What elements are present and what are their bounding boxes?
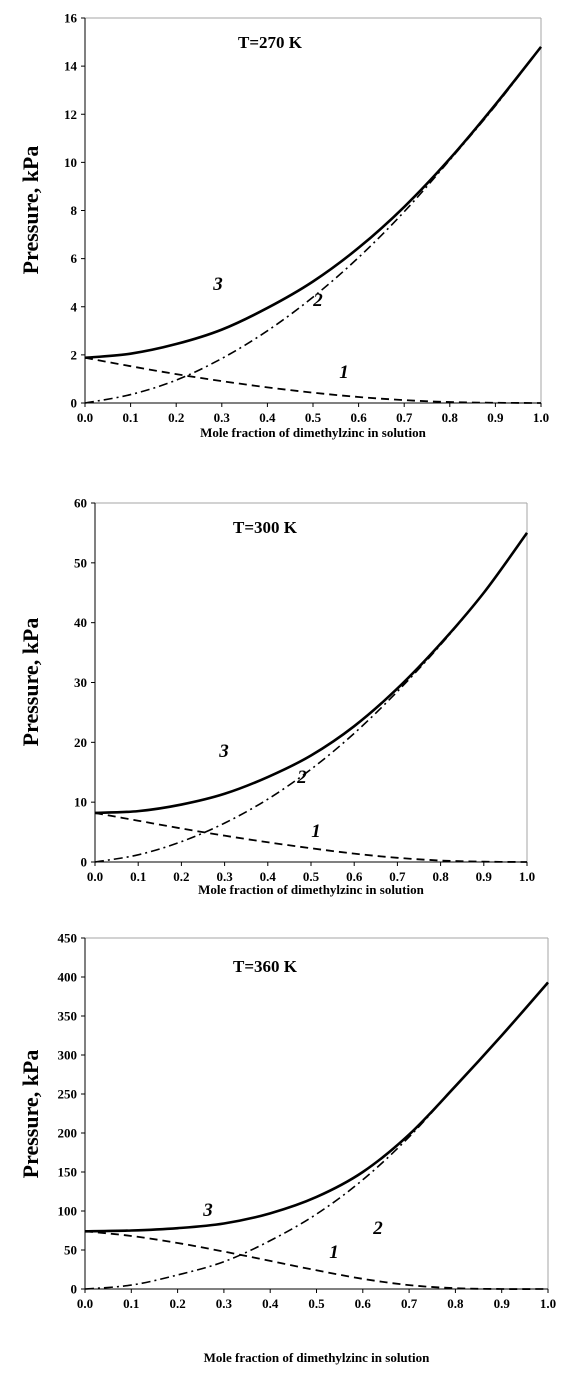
series-1-label: 1	[329, 1242, 339, 1263]
series-2-label: 2	[312, 290, 323, 311]
y-tick-label: 6	[71, 251, 78, 266]
x-axis-label: Mole fraction of dimethylzinc in solutio…	[200, 425, 426, 440]
series-2-line	[94, 532, 528, 863]
y-tick-label: 300	[58, 1048, 78, 1063]
y-tick-label: 50	[64, 1243, 77, 1258]
x-tick-label: 0.1	[123, 1296, 139, 1311]
y-tick-label: 14	[64, 59, 78, 74]
x-tick-label: 0.7	[401, 1296, 418, 1311]
y-axis-label: Pressure, kPa	[18, 1050, 43, 1179]
x-tick-label: 0.9	[487, 410, 504, 425]
x-tick-label: 0.1	[122, 410, 138, 425]
series-1-label: 1	[339, 362, 349, 383]
chart-title: T=360 K	[233, 957, 298, 976]
x-tick-label: 0.0	[77, 410, 93, 425]
y-tick-label: 40	[74, 615, 87, 630]
y-tick-label: 150	[58, 1165, 78, 1180]
x-tick-label: 0.4	[262, 1296, 279, 1311]
x-tick-label: 0.0	[77, 1296, 93, 1311]
x-tick-label: 0.6	[346, 869, 363, 884]
series-3-label: 3	[212, 274, 223, 295]
x-tick-label: 1.0	[533, 410, 549, 425]
x-tick-label: 0.8	[447, 1296, 464, 1311]
x-tick-label: 0.9	[476, 869, 493, 884]
y-tick-label: 0	[71, 396, 78, 411]
series-3-line	[84, 981, 549, 1233]
x-tick-label: 0.5	[303, 869, 320, 884]
series-2-label: 2	[296, 767, 307, 788]
series-2-line	[84, 981, 549, 1290]
x-axis-label: Mole fraction of dimethylzinc in solutio…	[204, 1350, 430, 1365]
x-tick-label: 0.3	[216, 1296, 233, 1311]
x-tick-label: 0.9	[494, 1296, 511, 1311]
chart-title: T=270 K	[238, 33, 303, 52]
y-tick-label: 200	[58, 1126, 78, 1141]
series-1-line	[84, 356, 542, 404]
x-tick-label: 0.7	[389, 869, 406, 884]
x-tick-label: 0.0	[87, 869, 103, 884]
x-tick-label: 1.0	[540, 1296, 556, 1311]
y-tick-label: 60	[74, 496, 87, 511]
y-tick-label: 50	[74, 555, 87, 570]
y-tick-label: 450	[58, 931, 78, 946]
y-tick-label: 20	[74, 735, 87, 750]
x-tick-label: 0.4	[259, 410, 276, 425]
chart-300k: 0.0 0.1 0.2 0.3 0.4 0.5 0.6 0.7 0.8 0.9 1.0 0 10 20 30…	[18, 496, 535, 898]
x-tick-label: 0.3	[216, 869, 233, 884]
x-tick-label: 0.8	[432, 869, 449, 884]
x-tick-label: 0.1	[130, 869, 146, 884]
y-tick-label: 0	[81, 855, 88, 870]
series-2-label: 2	[372, 1218, 383, 1239]
chart-title: T=300 K	[233, 518, 298, 537]
y-axis-label: Pressure, kPa	[18, 618, 43, 747]
chart-270k: 0.0 0.1 0.2 0.3 0.4 0.5 0.6 0.7 0.8 0.9 1.0 0 2 4 6 8 10…	[18, 11, 549, 441]
y-tick-label: 400	[58, 970, 78, 985]
y-tick-label: 4	[71, 299, 78, 314]
x-tick-label: 0.5	[305, 410, 322, 425]
x-tick-label: 0.2	[168, 410, 184, 425]
x-tick-label: 1.0	[519, 869, 535, 884]
y-tick-label: 8	[71, 203, 78, 218]
x-tick-label: 0.2	[173, 869, 189, 884]
y-tick-label: 100	[58, 1204, 78, 1219]
y-tick-label: 30	[74, 675, 87, 690]
x-tick-label: 0.2	[169, 1296, 185, 1311]
x-tick-label: 0.7	[396, 410, 413, 425]
x-tick-label: 0.6	[355, 1296, 372, 1311]
x-tick-label: 0.5	[308, 1296, 325, 1311]
y-tick-label: 250	[58, 1087, 78, 1102]
y-tick-label: 10	[74, 795, 87, 810]
y-tick-label: 16	[64, 11, 78, 26]
x-tick-label: 0.4	[260, 869, 277, 884]
x-tick-label: 0.6	[350, 410, 367, 425]
chart-360k: 0.0 0.1 0.2 0.3 0.4 0.5 0.6 0.7 0.8 0.9 1.0 0 50 100 1…	[18, 931, 556, 1366]
series-1-line	[84, 1230, 549, 1290]
x-tick-label: 0.3	[214, 410, 231, 425]
y-tick-label: 2	[71, 347, 78, 362]
series-3-line	[84, 46, 543, 360]
x-tick-label: 0.8	[442, 410, 459, 425]
series-1-label: 1	[311, 821, 321, 842]
x-axis-label: Mole fraction of dimethylzinc in solutio…	[198, 882, 424, 897]
y-tick-label: 12	[64, 107, 77, 122]
y-tick-label: 350	[58, 1009, 78, 1024]
series-3-line	[94, 532, 529, 815]
series-3-label: 3	[202, 1200, 213, 1221]
y-axis-label: Pressure, kPa	[18, 146, 43, 275]
series-3-label: 3	[218, 741, 229, 762]
y-tick-label: 0	[71, 1282, 78, 1297]
y-tick-label: 10	[64, 155, 77, 170]
